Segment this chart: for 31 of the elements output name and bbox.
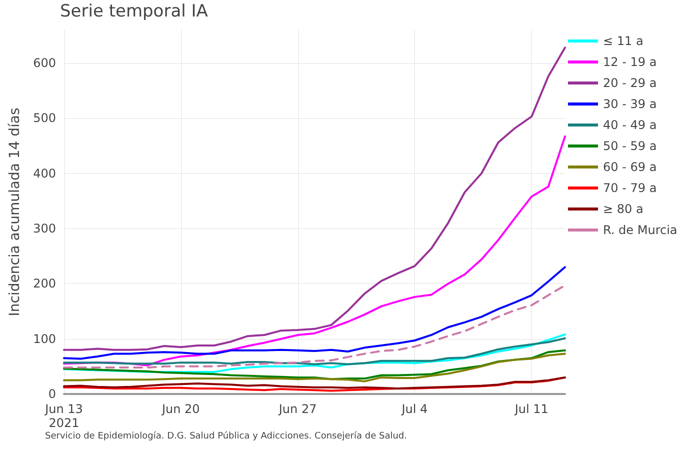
y-tick-label: 0 (48, 387, 56, 401)
line-series (63, 46, 566, 351)
line-series (63, 284, 566, 369)
line-series (63, 333, 566, 373)
legend-label: 50 - 59 a (603, 139, 657, 153)
legend-label: 20 - 29 a (603, 76, 657, 90)
legend-label: 40 - 49 a (603, 118, 657, 132)
y-tick-label: 500 (33, 111, 56, 126)
legend-label: ≥ 80 a (603, 202, 644, 216)
x-tick-label: Jun 20 (160, 402, 200, 416)
y-tick-label: 200 (33, 276, 56, 291)
legend-label: 70 - 79 a (603, 181, 657, 195)
line-series (63, 337, 566, 366)
legend-label: ≤ 11 a (603, 34, 644, 48)
y-tick-label: 300 (33, 222, 56, 236)
legend-label: 12 - 19 a (603, 55, 657, 69)
legend-label: 30 - 39 a (603, 97, 657, 111)
line-series (63, 135, 566, 366)
line-series (63, 266, 566, 360)
y-axis-title: Incidencia acumulada 14 días (7, 108, 23, 316)
y-tick-label: 600 (33, 56, 56, 70)
y-tick-label: 100 (33, 332, 56, 346)
legend-label: R. de Murcia (603, 223, 678, 237)
x-tick-label: Jul 4 (400, 402, 428, 416)
text: Servicio de Epidemiología. D.G. Salud Pública y Adicciones. Consejería de Salud. (45, 430, 407, 442)
x-tick-label: Jun 27 (278, 402, 317, 416)
y-tick-label: 400 (33, 166, 56, 180)
x-tick-label: Jun 13 2021 (44, 402, 83, 430)
x-tick-label: Jul 11 (514, 402, 548, 416)
legend-label: 60 - 69 a (603, 160, 657, 174)
chart-title: Serie temporal IA (60, 2, 208, 22)
